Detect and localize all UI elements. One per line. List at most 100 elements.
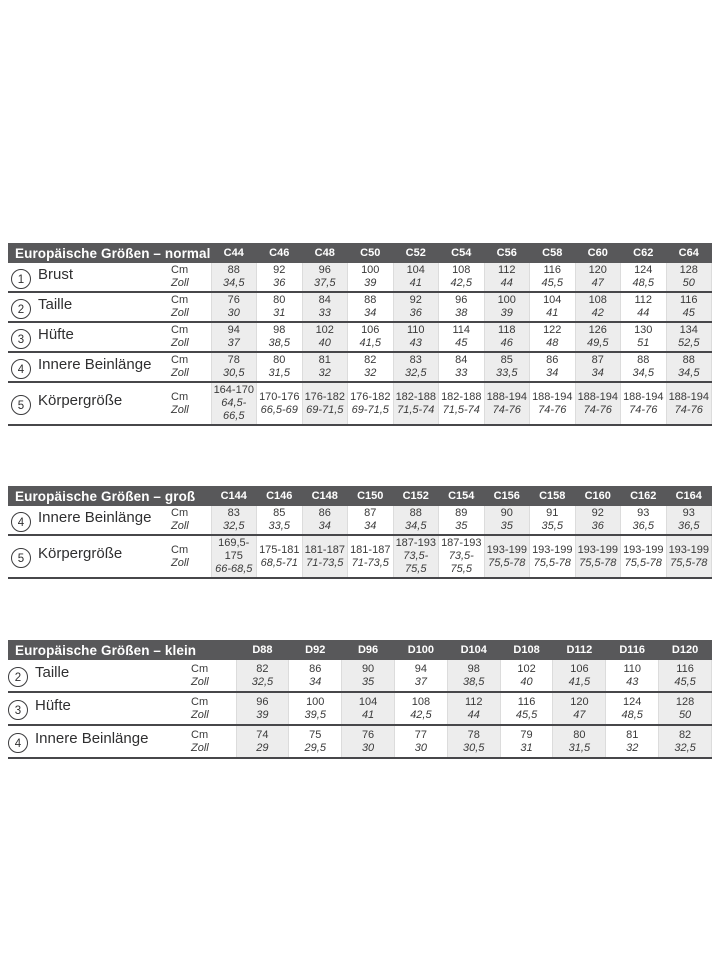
unit-cm-label: Cm (171, 543, 189, 556)
measurement-cell: 94 37 (210, 322, 257, 353)
zoll-value: 31 (520, 741, 533, 754)
zoll-value: 39 (364, 277, 377, 289)
measurement-cell: 116 45,5 (529, 263, 575, 293)
cm-value: 188-194 (532, 390, 573, 403)
zoll-value: 75,5-78 (533, 556, 571, 569)
zoll-value: 41,5 (359, 337, 381, 349)
measurement-cell: 104 41 (529, 292, 575, 323)
cm-value: 176-182 (304, 390, 345, 403)
cm-value: 124 (634, 264, 653, 276)
measurement-row: 5 Körpergröße Cm Zoll 169,5-175 66-68,5 175-18… (8, 535, 712, 579)
cm-value: 82 (678, 728, 692, 741)
size-column-header: C148 (302, 486, 348, 506)
row-number-badge: 1 (11, 268, 31, 289)
cm-value: 93 (637, 507, 650, 519)
row-label-cell: 4 Innere Beinlänge (8, 506, 163, 536)
zoll-value: 32 (318, 367, 331, 379)
zoll-value: 51 (637, 337, 650, 349)
size-column-header: D92 (288, 640, 342, 660)
measurement-cell: 96 39 (235, 692, 289, 726)
zoll-value: 50 (682, 277, 695, 289)
measurement-cell: 100 39 (347, 263, 393, 293)
zoll-value: 74-76 (583, 403, 612, 416)
zoll-value: 39 (256, 708, 269, 721)
measurement-cell: 89 35 (438, 506, 484, 536)
zoll-value: 34,5 (678, 367, 700, 379)
zoll-value: 48 (546, 337, 559, 349)
cm-value: 98 (467, 662, 480, 675)
cm-value: 120 (588, 264, 607, 276)
cm-value: 80 (273, 294, 286, 306)
zoll-value: 31 (273, 307, 286, 319)
cm-value: 188-194 (623, 390, 664, 403)
unit-cm-label: Cm (191, 662, 209, 675)
measurement-cell: 93 36,5 (665, 506, 712, 536)
row-label-cell: 3 Hüfte (8, 692, 163, 726)
zoll-value: 44 (637, 307, 650, 319)
zoll-value: 50 (678, 708, 692, 721)
table-title-gross: Europäische Größen – groß (8, 486, 211, 506)
measurement-cell: 120 47 (574, 263, 621, 293)
cm-value: 181-187 (350, 543, 391, 556)
unit-cell: Cm Zoll (163, 352, 211, 383)
measurement-cell: 88 34,5 (392, 506, 439, 536)
measurement-cell: 193-199 75,5-78 (483, 535, 530, 579)
cm-value: 169,5-175 (218, 537, 250, 562)
zoll-value: 32 (364, 367, 377, 379)
zoll-value: 32,5 (223, 520, 245, 532)
cm-value: 100 (497, 294, 516, 306)
measurement-cell: 116 45 (665, 292, 712, 323)
row-number-badge: 5 (11, 395, 31, 415)
measurement-cell: 106 41,5 (552, 660, 606, 693)
size-column-header: D112 (552, 640, 606, 660)
size-column-header: C62 (620, 243, 666, 263)
cm-value: 96 (318, 264, 331, 276)
zoll-value: 42,5 (410, 708, 432, 721)
measurement-cell: 110 43 (605, 660, 659, 693)
zoll-value: 45 (682, 307, 695, 319)
row-label: Hüfte (38, 325, 74, 343)
zoll-value: 71-73,5 (351, 556, 389, 569)
cm-value: 182-188 (395, 390, 436, 403)
measurement-cell: 164-170 64,5-66,5 (210, 382, 257, 426)
size-column-header: C44 (211, 243, 257, 263)
cm-value: 86 (318, 507, 331, 519)
cm-value: 116 (543, 264, 562, 276)
cm-value: 112 (464, 695, 483, 708)
zoll-value: 41 (546, 307, 559, 319)
row-label: Hüfte (35, 697, 71, 714)
cm-value: 96 (455, 294, 468, 306)
row-label: Innere Beinlänge (38, 355, 152, 373)
zoll-value: 75,5-78 (670, 556, 708, 569)
measurement-cell: 88 34,5 (210, 263, 257, 293)
row-number-badge: 4 (8, 733, 28, 753)
zoll-value: 64,5-66,5 (221, 397, 247, 422)
size-column-header: C160 (575, 486, 621, 506)
measurement-cell: 92 36 (392, 292, 439, 323)
zoll-value: 30,5 (463, 741, 485, 754)
cm-value: 188-194 (486, 390, 527, 403)
unit-zoll-label: Zoll (171, 307, 189, 319)
measurement-cell: 104 41 (392, 263, 439, 293)
zoll-value: 39 (500, 307, 513, 319)
row-number-badge: 4 (11, 511, 31, 532)
size-column-header: C164 (666, 486, 712, 506)
table-title-klein: Europäische Größen – klein (8, 640, 236, 660)
zoll-value: 30 (361, 741, 375, 754)
cm-value: 170-176 (259, 390, 300, 403)
size-column-header: C144 (211, 486, 257, 506)
measurement-cell: 104 41 (341, 692, 395, 726)
measurement-row: 4 Innere Beinlänge Cm Zoll 83 32,5 85 33,5 86 34 8… (8, 506, 712, 536)
unit-cm-label: Cm (171, 507, 189, 519)
unit-cell: Cm Zoll (163, 506, 211, 536)
row-label-cell: 2 Taille (8, 292, 163, 323)
cm-value: 100 (306, 695, 325, 708)
zoll-value: 45,5 (515, 708, 538, 721)
measurement-cell: 102 40 (301, 322, 348, 353)
measurement-cell: 82 32,5 (658, 725, 712, 759)
cm-value: 90 (500, 507, 513, 519)
cm-value: 80 (573, 728, 586, 741)
size-column-header: C56 (484, 243, 530, 263)
size-column-header: D116 (605, 640, 659, 660)
measurement-cell: 188-194 74-76 (620, 382, 666, 426)
